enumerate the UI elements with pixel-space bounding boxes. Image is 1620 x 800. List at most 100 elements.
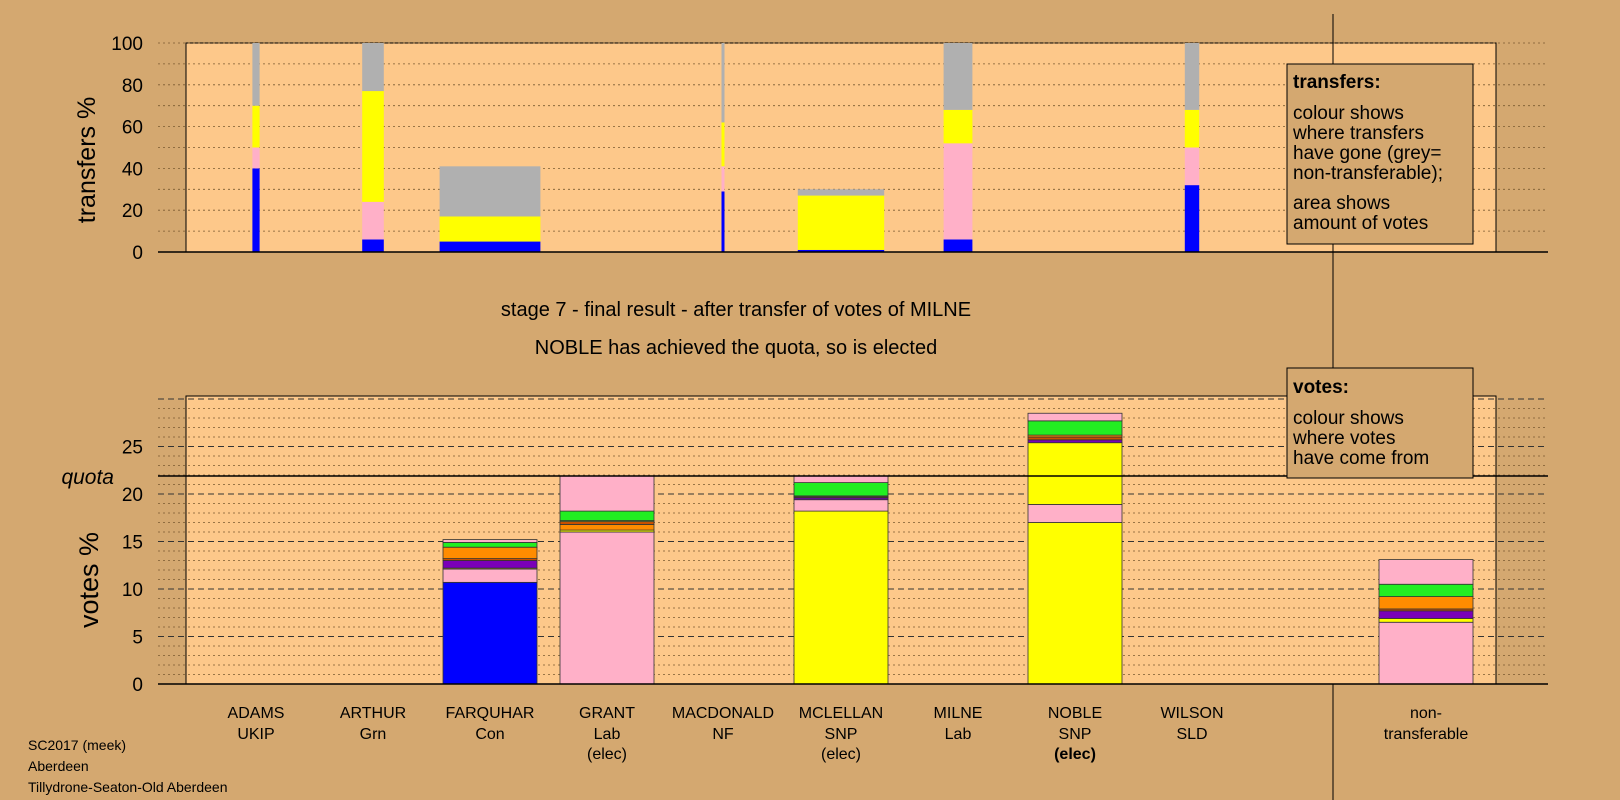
candidate-party-label: UKIP (237, 726, 274, 743)
votes-y-tick-label: 5 (132, 628, 143, 649)
transfers-panel: 0 20 40 60 80 100 transfers % (73, 34, 1548, 264)
votes-y-tick-label: 10 (122, 580, 143, 601)
transfers-legend-line-2: where transfers (1292, 123, 1424, 144)
transfer-segment-macdonald (721, 122, 725, 167)
transfers-legend-line-1: colour shows (1293, 103, 1404, 124)
transfers-y-tick-label: 80 (122, 76, 143, 97)
vote-segment-grant (559, 510, 655, 522)
vote-segment-grant (559, 531, 655, 685)
vote-segment-farquhar (442, 581, 538, 685)
votes-y-ticks: 0 5 10 15 20 25 (122, 438, 143, 697)
footer-ward: Tillydrone-Seaton-Old Aberdeen (28, 779, 228, 795)
candidate-name-label: GRANT (579, 705, 635, 722)
transfers-y-tick-label: 0 (132, 243, 143, 264)
transfer-segment-arthur (362, 43, 384, 92)
votes-legend-box (1286, 367, 1474, 479)
transfers-legend-line-3: have gone (grey= (1293, 143, 1441, 164)
transfers-y-label: transfers % (73, 97, 101, 223)
transfers-y-tick-label: 40 (122, 159, 143, 180)
votes-panel: 0 5 10 15 20 25 quota votes % ADAMS UKIP ARTHUR… (61, 395, 1548, 763)
votes-y-label: votes % (74, 532, 104, 628)
candidate-party-label: transferable (1384, 726, 1469, 743)
vote-segment-farquhar (442, 539, 538, 543)
votes-bars (442, 412, 1474, 685)
transfer-segment-arthur (362, 91, 384, 202)
transfers-legend-line-6: amount of votes (1293, 213, 1428, 234)
vote-segment-noble (1027, 412, 1123, 422)
candidate-name-label: MCLELLAN (799, 705, 883, 722)
vote-segment-non (1378, 618, 1474, 623)
transfer-segment-milne (943, 43, 973, 110)
transfer-segment-wilson (1184, 43, 1200, 110)
candidate-party-label: SLD (1176, 726, 1207, 743)
transfer-segment-adams (252, 147, 260, 169)
transfers-y-tick-label: 60 (122, 118, 143, 139)
vote-segment-noble (1027, 504, 1123, 523)
transfers-y-tick-label: 20 (122, 201, 143, 222)
transfer-segment-mclellan (797, 249, 885, 252)
vote-segment-non (1378, 610, 1474, 619)
candidate-party-label: Lab (594, 726, 621, 743)
candidate-elected-label: (elec) (821, 746, 861, 763)
transfer-segment-farquhar (439, 241, 541, 252)
transfer-segment-wilson (1184, 185, 1200, 252)
transfer-segment-mclellan (797, 195, 885, 250)
votes-legend-line-2: where votes (1292, 428, 1395, 449)
vote-segment-farquhar (442, 542, 538, 548)
transfers-legend-line-4: non-transferable); (1293, 163, 1443, 184)
candidate-labels: ADAMS UKIP ARTHUR Grn FARQUHAR Con GRANT Lab (el… (228, 705, 1469, 763)
candidate-party-label: Grn (360, 726, 387, 743)
transfers-y-tick-label: 100 (111, 34, 143, 55)
candidate-name-label: NOBLE (1048, 705, 1102, 722)
candidate-name-label: MACDONALD (672, 705, 774, 722)
votes-legend-line-3: have come from (1293, 448, 1429, 469)
transfer-segment-farquhar (439, 216, 541, 242)
transfer-segment-mclellan (797, 189, 885, 196)
vote-segment-mclellan (793, 482, 889, 497)
transfer-segment-milne (943, 239, 973, 252)
footer-election: SC2017 (meek) (28, 737, 127, 753)
vote-segment-noble (1027, 436, 1123, 441)
vote-segment-non (1378, 596, 1474, 610)
votes-legend: votes: colour shows where votes have com… (1286, 367, 1474, 479)
vote-segment-grant (559, 475, 655, 512)
candidate-name-label: MILNE (934, 705, 983, 722)
vote-segment-noble (1027, 420, 1123, 436)
candidate-party-label: Lab (945, 726, 972, 743)
votes-y-tick-label: 0 (132, 675, 143, 696)
candidate-name-label: non- (1410, 705, 1442, 722)
footer-council: Aberdeen (28, 758, 89, 774)
candidate-name-label: WILSON (1160, 705, 1223, 722)
vote-segment-non (1378, 583, 1474, 598)
votes-legend-title: votes: (1293, 377, 1349, 398)
transfer-segment-macdonald (721, 166, 725, 192)
votes-legend-line-1: colour shows (1293, 408, 1404, 429)
vote-segment-mclellan (793, 510, 889, 685)
candidate-elected-label: (elec) (587, 746, 627, 763)
candidate-party-label: SNP (1059, 726, 1092, 743)
vote-segment-noble (1027, 522, 1123, 685)
transfer-segment-wilson (1184, 109, 1200, 148)
votes-y-tick-label: 20 (122, 485, 143, 506)
candidate-party-label: SNP (825, 726, 858, 743)
candidate-name-label: ADAMS (228, 705, 285, 722)
vote-segment-farquhar (442, 568, 538, 583)
transfer-segment-adams (252, 168, 260, 252)
vote-segment-farquhar (442, 560, 538, 569)
transfer-segment-adams (252, 105, 260, 148)
transfers-y-ticks: 0 20 40 60 80 100 (111, 34, 143, 264)
candidate-name-label: FARQUHAR (446, 705, 535, 722)
votes-y-tick-label: 15 (122, 533, 143, 554)
vote-segment-grant (559, 524, 655, 531)
transfer-segment-milne (943, 109, 973, 144)
vote-segment-farquhar (442, 546, 538, 560)
transfer-segment-milne (943, 143, 973, 240)
votes-y-tick-label: 25 (122, 438, 143, 459)
vote-segment-noble (1027, 442, 1123, 505)
vote-segment-mclellan (793, 499, 889, 512)
transfer-segment-arthur (362, 239, 384, 252)
stage-heading: stage 7 - final result - after transfer … (501, 299, 971, 321)
transfer-segment-adams (252, 43, 260, 106)
result-heading: NOBLE has achieved the quota, so is elec… (535, 337, 937, 359)
